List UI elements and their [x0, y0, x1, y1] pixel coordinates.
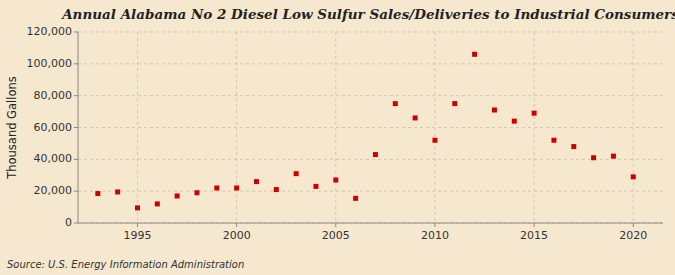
point — [393, 101, 398, 106]
x-tick-label: 2015 — [520, 229, 548, 242]
x-tick — [137, 223, 138, 227]
point — [551, 138, 556, 143]
point — [353, 196, 358, 201]
point — [333, 178, 338, 183]
y-tick-label: 40,000 — [34, 152, 73, 165]
x-tick — [633, 223, 634, 227]
y-tick — [74, 95, 78, 96]
point — [115, 189, 120, 194]
x-grid-line — [137, 32, 138, 223]
point — [234, 185, 239, 190]
point — [95, 191, 100, 196]
x-tick-label: 2000 — [223, 229, 251, 242]
axes: 0 20,000 40,000 60,000 80,000 100,000 120,000 1… — [27, 25, 664, 242]
point — [294, 171, 299, 176]
y-tick — [74, 191, 78, 192]
x-axis-line — [78, 223, 663, 224]
y-tick-label: 20,000 — [34, 184, 73, 197]
x-grid-line — [335, 32, 336, 223]
x-grid-line — [236, 32, 237, 223]
x-tick-label: 2010 — [421, 229, 449, 242]
y-tick — [74, 63, 78, 64]
point — [532, 111, 537, 116]
point — [135, 205, 140, 210]
point — [313, 184, 318, 189]
point — [492, 107, 497, 112]
y-tick-label: 100,000 — [27, 57, 73, 70]
point — [432, 138, 437, 143]
point — [413, 115, 418, 120]
x-tick-label: 2020 — [619, 229, 647, 242]
y-axis-line — [78, 32, 79, 223]
y-axis-label: Thousand Gallons — [5, 76, 19, 180]
point — [472, 52, 477, 57]
point — [175, 193, 180, 198]
y-tick-label: 60,000 — [34, 121, 73, 134]
source-note: Source: U.S. Energy Information Administ… — [7, 259, 244, 270]
points — [95, 52, 635, 211]
x-tick — [534, 223, 535, 227]
point — [452, 101, 457, 106]
x-tick-label: 2005 — [322, 229, 350, 242]
x-grid-line — [534, 32, 535, 223]
y-grid-line — [78, 32, 663, 33]
y-grid-line — [78, 127, 663, 128]
point — [194, 190, 199, 195]
y-tick — [74, 32, 78, 33]
grid — [78, 32, 663, 223]
x-tick — [434, 223, 435, 227]
point — [254, 179, 259, 184]
point — [591, 155, 596, 160]
title: Annual Alabama No 2 Diesel Low Sulfur Sa… — [60, 6, 675, 22]
chart-svg: 0 20,000 40,000 60,000 80,000 100,000 120,000 1… — [0, 0, 675, 275]
point — [155, 201, 160, 206]
point — [274, 187, 279, 192]
point — [512, 119, 517, 124]
y-grid-line — [78, 159, 663, 160]
y-tick — [74, 159, 78, 160]
x-grid-line — [633, 32, 634, 223]
x-tick-label: 1995 — [123, 229, 151, 242]
y-grid-line — [78, 223, 663, 224]
point — [571, 144, 576, 149]
x-tick — [335, 223, 336, 227]
x-tick — [236, 223, 237, 227]
y-tick — [74, 223, 78, 224]
y-grid-line — [78, 191, 663, 192]
x-grid-line — [434, 32, 435, 223]
y-grid-line — [78, 95, 663, 96]
y-tick-label: 80,000 — [34, 89, 73, 102]
point — [214, 185, 219, 190]
point — [631, 174, 636, 179]
point — [611, 154, 616, 159]
y-grid-line — [78, 63, 663, 64]
y-tick-label: 120,000 — [27, 25, 73, 38]
point — [373, 152, 378, 157]
chart-container: 0 20,000 40,000 60,000 80,000 100,000 120,000 1… — [0, 0, 675, 275]
y-tick — [74, 127, 78, 128]
y-tick-label: 0 — [65, 216, 72, 229]
